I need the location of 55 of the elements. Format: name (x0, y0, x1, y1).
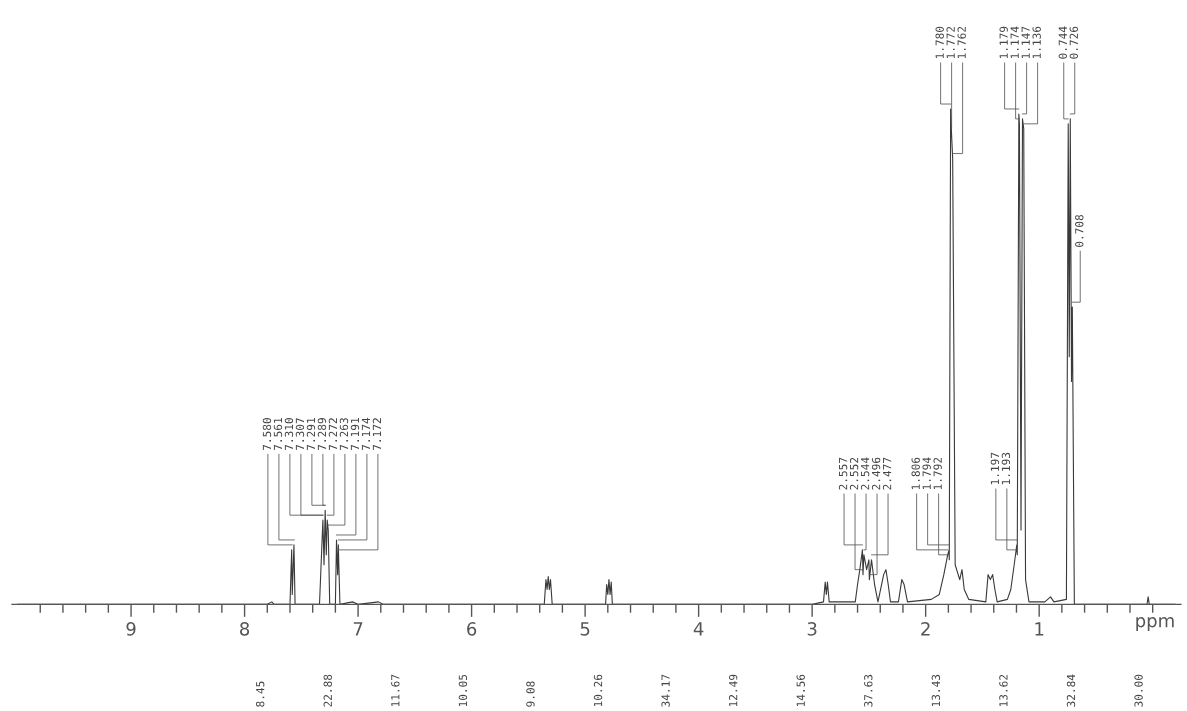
annotation: 1.147 (1021, 26, 1030, 59)
annotation: 1.179 (999, 26, 1008, 59)
annotation: 1.762 (957, 26, 966, 59)
annotation: 7.174 (361, 417, 370, 451)
annotation: 7.580 (262, 418, 272, 451)
annotation: 0.726 (1069, 26, 1079, 59)
x-tick-label: 8 (240, 622, 250, 636)
annotation: 1.136 (1032, 26, 1041, 59)
annotation: 7.561 (273, 418, 283, 451)
text: 13.43 (931, 674, 941, 707)
x-tick-label: 2 (921, 622, 930, 636)
annotation: 1.780 (935, 26, 944, 59)
text: 9.08 (526, 681, 535, 707)
x-tick-label: 5 (580, 622, 590, 636)
annotation: 7.263 (339, 418, 349, 451)
text: 22.88 (323, 674, 332, 707)
annotation: 1.193 (1001, 452, 1011, 485)
annotation: 2.557 (838, 457, 848, 490)
x-tick-label: 9 (126, 622, 136, 636)
x-tick-label: 1 (1035, 622, 1044, 636)
x-tick-label: 6 (467, 622, 477, 636)
annotation: 7.172 (372, 418, 381, 451)
text: 8.45 (255, 681, 265, 707)
annotation: 1.174 (1010, 26, 1019, 59)
annotation: 1.772 (946, 26, 955, 59)
text: 10.05 (458, 674, 468, 707)
x-tick-label: 4 (693, 622, 704, 636)
text: 12.49 (728, 674, 738, 707)
annotation: 1.197 (990, 452, 1000, 485)
annotation: 7.310 (284, 418, 294, 451)
annotation: 7.291 (306, 418, 316, 451)
x-tick-label: 3 (807, 622, 817, 636)
annotation: 2.552 (849, 457, 859, 490)
annotation: 0.708 (1075, 214, 1084, 247)
text: 37.63 (864, 674, 873, 707)
annotation: 2.496 (871, 457, 881, 490)
annotation: 1.794 (922, 457, 931, 490)
text: 10.26 (593, 674, 603, 707)
annotation: 2.544 (860, 457, 870, 490)
x-axis-title: ppm (1136, 617, 1174, 631)
annotation: 1.792 (933, 457, 942, 490)
text: 32.84 (1066, 674, 1076, 707)
text: 14.56 (796, 674, 805, 707)
annotation: 2.477 (882, 457, 892, 490)
text: 13.62 (999, 674, 1008, 707)
annotation: 7.307 (295, 418, 305, 451)
x-tick-label: 7 (353, 622, 363, 636)
text: 30.00 (1134, 674, 1143, 707)
text: 11.67 (391, 674, 400, 707)
annotation: 0.744 (1058, 26, 1068, 59)
annotation: 7.289 (317, 418, 327, 451)
text: 34.17 (661, 674, 670, 707)
annotation: 7.272 (328, 418, 337, 451)
annotation: 1.806 (911, 457, 920, 490)
annotation: 7.191 (350, 418, 360, 451)
